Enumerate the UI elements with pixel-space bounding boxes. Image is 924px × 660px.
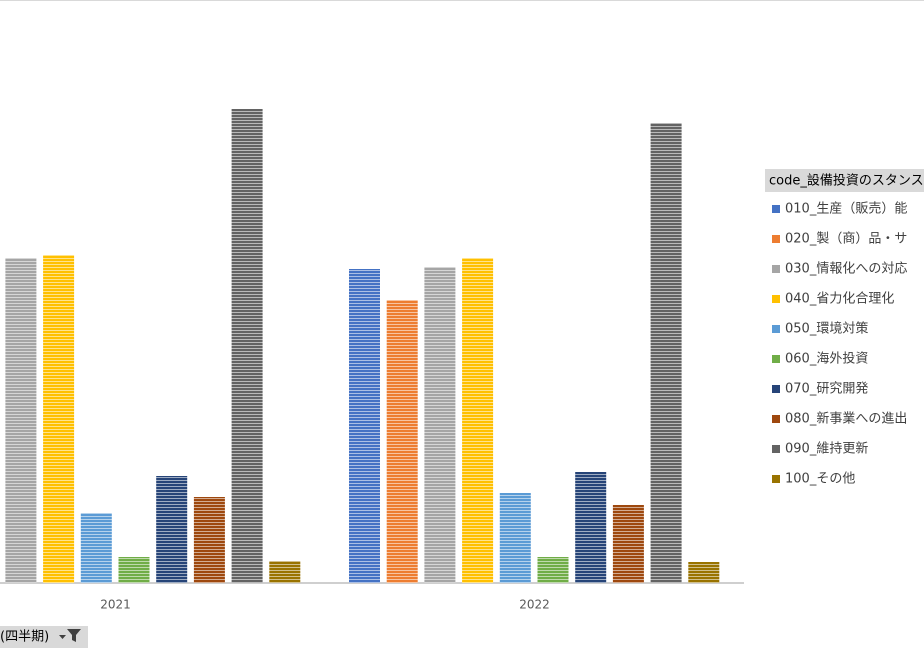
legend-swatch bbox=[772, 205, 780, 213]
legend-swatch bbox=[772, 325, 780, 333]
bar bbox=[688, 562, 720, 583]
bar bbox=[612, 505, 644, 583]
legend: 010_生産（販売）能 020_製（商）品・サ 030_情報化への対応 040_省力化… bbox=[772, 201, 907, 487]
bar bbox=[193, 497, 225, 583]
legend-swatch bbox=[772, 235, 780, 243]
legend-label: 040_省力化合理化 bbox=[785, 292, 894, 307]
legend-label: 080_新事業への進出 bbox=[785, 411, 907, 427]
legend-label: 010_生産（販売）能 bbox=[785, 201, 907, 217]
bar bbox=[43, 255, 75, 583]
bar bbox=[5, 258, 37, 583]
bar bbox=[424, 267, 456, 583]
legend-swatch bbox=[772, 415, 780, 423]
legend-swatch bbox=[772, 355, 780, 363]
filter-label[interactable]: (四半期) bbox=[0, 630, 49, 645]
legend-header bbox=[765, 169, 924, 192]
bar bbox=[269, 561, 301, 583]
legend-label: 020_製（商）品・サ bbox=[785, 232, 907, 247]
legend-label: 070_研究開発 bbox=[785, 382, 868, 397]
legend-label: 060_海外投資 bbox=[785, 351, 868, 367]
filter-icon[interactable] bbox=[67, 629, 81, 642]
bar bbox=[231, 109, 263, 583]
bar bbox=[386, 300, 418, 583]
legend-label: 100_その他 bbox=[785, 472, 855, 487]
legend-label: 050_環境対策 bbox=[785, 321, 868, 337]
bar bbox=[650, 123, 682, 583]
legend-swatch bbox=[772, 475, 780, 483]
bar bbox=[537, 557, 569, 583]
legend-swatch bbox=[772, 295, 780, 303]
legend-swatch bbox=[772, 265, 780, 273]
bar bbox=[575, 472, 607, 583]
legend-swatch bbox=[772, 385, 780, 393]
filter-button-bg[interactable] bbox=[0, 626, 88, 648]
bar bbox=[499, 493, 531, 583]
x-tick-label: 2022 bbox=[519, 598, 550, 612]
legend-swatch bbox=[772, 445, 780, 453]
legend-label: 090_維持更新 bbox=[785, 441, 868, 457]
bar bbox=[156, 476, 188, 583]
bar bbox=[349, 269, 380, 583]
bar bbox=[462, 258, 494, 583]
dropdown-icon[interactable] bbox=[59, 635, 66, 639]
x-tick-label: 2021 bbox=[100, 598, 131, 612]
legend-label: 030_情報化への対応 bbox=[785, 262, 907, 277]
bar bbox=[118, 557, 150, 583]
bar bbox=[80, 513, 112, 583]
legend-title: code_設備投資のスタンス bbox=[769, 173, 924, 189]
filter-button[interactable]: (四半期) bbox=[0, 626, 88, 648]
